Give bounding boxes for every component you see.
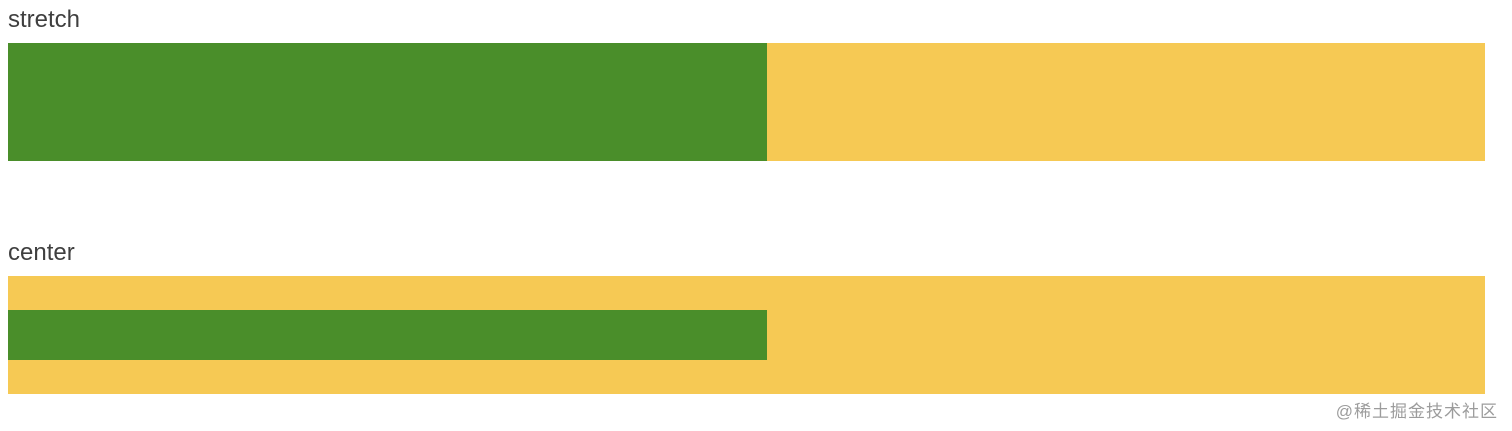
stretch-section-label: stretch <box>8 6 81 33</box>
center-section-label: center <box>8 239 75 266</box>
flex-container-stretch <box>8 43 1485 161</box>
juejin-watermark: @稀土掘金技术社区 <box>1335 402 1498 421</box>
stretch-example-section: stretch <box>8 6 1485 161</box>
flex-container-center <box>8 276 1485 394</box>
green-flex-item-center <box>8 310 767 360</box>
center-example-section: center <box>8 239 1485 394</box>
page-content: stretch center <box>8 6 1485 394</box>
green-flex-item-stretch <box>8 43 767 161</box>
